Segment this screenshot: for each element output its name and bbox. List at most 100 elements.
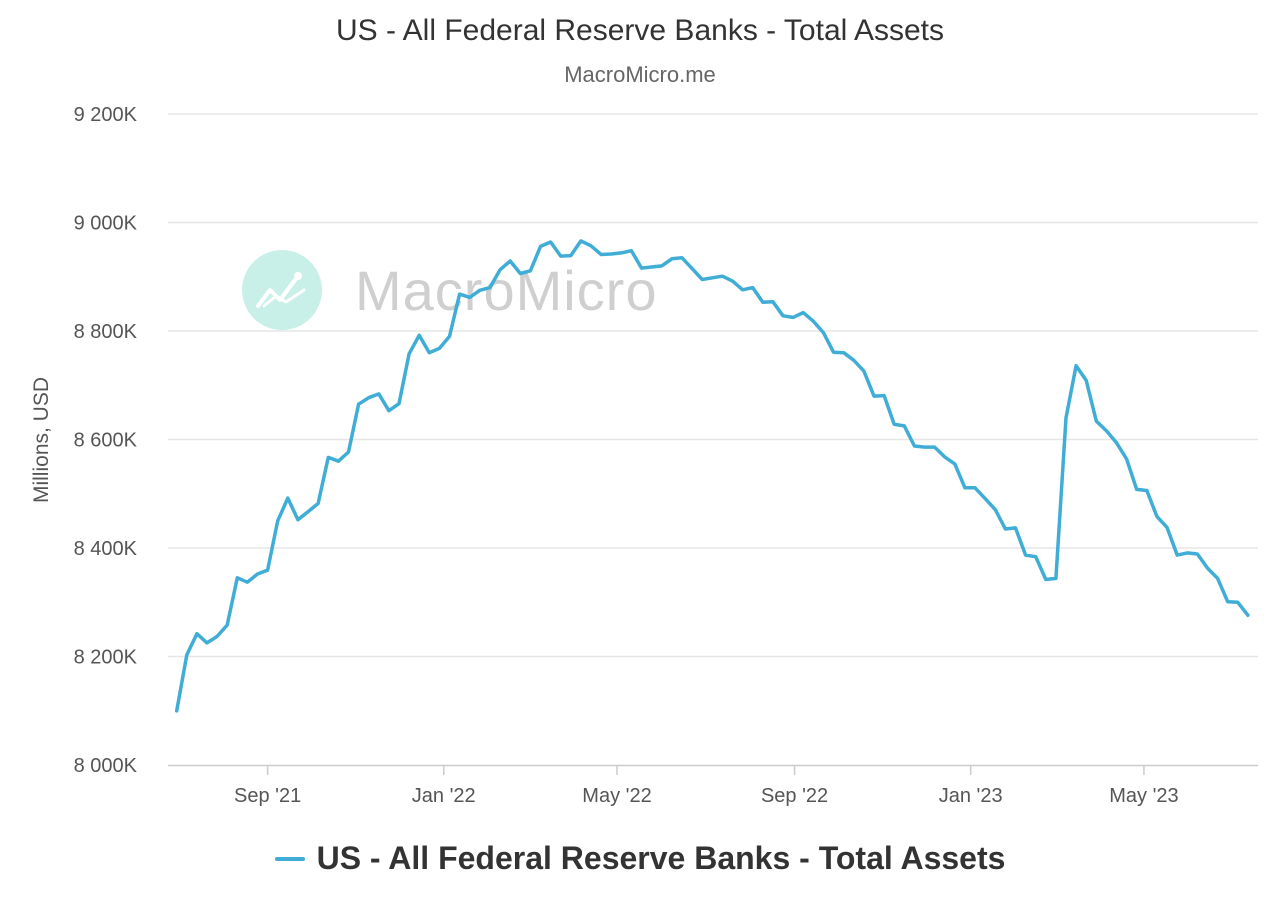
data-point[interactable]: [1132, 484, 1142, 494]
data-point[interactable]: [717, 271, 727, 281]
data-point[interactable]: [1223, 597, 1233, 607]
data-point[interactable]: [849, 355, 859, 365]
data-point[interactable]: [212, 631, 222, 641]
data-point[interactable]: [344, 447, 354, 457]
data-point[interactable]: [909, 441, 919, 451]
data-point[interactable]: [1000, 524, 1010, 534]
data-point[interactable]: [384, 406, 394, 416]
data-point[interactable]: [172, 706, 182, 716]
data-point[interactable]: [920, 442, 930, 452]
data-point[interactable]: [1142, 486, 1152, 496]
data-point[interactable]: [606, 249, 616, 259]
data-point[interactable]: [485, 283, 495, 293]
data-point[interactable]: [323, 452, 333, 462]
data-point[interactable]: [232, 573, 242, 583]
data-point[interactable]: [616, 248, 626, 258]
data-point[interactable]: [1091, 416, 1101, 426]
data-point[interactable]: [788, 312, 798, 322]
data-point[interactable]: [475, 285, 485, 295]
data-point[interactable]: [1112, 438, 1122, 448]
data-point[interactable]: [313, 499, 323, 509]
data-point[interactable]: [829, 347, 839, 357]
data-point[interactable]: [525, 266, 535, 276]
data-point[interactable]: [1182, 548, 1192, 558]
data-point[interactable]: [182, 650, 192, 660]
data-point[interactable]: [576, 236, 586, 246]
data-point[interactable]: [1122, 454, 1132, 464]
data-point[interactable]: [1243, 610, 1253, 620]
data-point[interactable]: [1041, 575, 1051, 585]
data-point[interactable]: [434, 343, 444, 353]
data-point[interactable]: [1233, 597, 1243, 607]
data-point[interactable]: [515, 269, 525, 279]
data-point[interactable]: [657, 261, 667, 271]
data-point[interactable]: [869, 391, 879, 401]
data-point[interactable]: [626, 246, 636, 256]
data-point[interactable]: [879, 391, 889, 401]
data-point[interactable]: [768, 297, 778, 307]
data-point[interactable]: [990, 505, 1000, 515]
data-point[interactable]: [707, 273, 717, 283]
data-point[interactable]: [253, 569, 263, 579]
data-point[interactable]: [404, 349, 414, 359]
data-point[interactable]: [647, 262, 657, 272]
data-point[interactable]: [798, 308, 808, 318]
data-point[interactable]: [950, 459, 960, 469]
data-point[interactable]: [697, 275, 707, 285]
data-point[interactable]: [303, 507, 313, 517]
data-point[interactable]: [364, 393, 374, 403]
data-point[interactable]: [960, 483, 970, 493]
data-point[interactable]: [465, 292, 475, 302]
series-line[interactable]: [174, 239, 1250, 713]
legend[interactable]: US - All Federal Reserve Banks - Total A…: [0, 840, 1280, 877]
data-point[interactable]: [546, 237, 556, 247]
data-point[interactable]: [424, 348, 434, 358]
data-point[interactable]: [445, 331, 455, 341]
data-point[interactable]: [930, 442, 940, 452]
data-point[interactable]: [283, 493, 293, 503]
data-point[interactable]: [970, 483, 980, 493]
data-point[interactable]: [728, 276, 738, 286]
data-point[interactable]: [202, 638, 212, 648]
data-point[interactable]: [859, 366, 869, 376]
data-point[interactable]: [889, 419, 899, 429]
data-point[interactable]: [293, 515, 303, 525]
data-point[interactable]: [333, 456, 343, 466]
data-point[interactable]: [980, 494, 990, 504]
data-point[interactable]: [354, 399, 364, 409]
data-point[interactable]: [1061, 413, 1071, 423]
data-point[interactable]: [394, 399, 404, 409]
data-point[interactable]: [1192, 549, 1202, 559]
data-point[interactable]: [495, 265, 505, 275]
data-point[interactable]: [839, 348, 849, 358]
data-point[interactable]: [222, 620, 232, 630]
data-point[interactable]: [192, 629, 202, 639]
data-point[interactable]: [808, 316, 818, 326]
data-point[interactable]: [263, 565, 273, 575]
legend-label[interactable]: US - All Federal Reserve Banks - Total A…: [316, 840, 1006, 876]
data-point[interactable]: [748, 283, 758, 293]
data-point[interactable]: [273, 516, 283, 526]
data-point[interactable]: [505, 256, 515, 266]
data-point[interactable]: [1213, 573, 1223, 583]
data-point[interactable]: [566, 251, 576, 261]
data-point[interactable]: [1031, 552, 1041, 562]
data-point[interactable]: [242, 577, 252, 587]
data-point[interactable]: [1021, 550, 1031, 560]
data-point[interactable]: [758, 297, 768, 307]
data-point[interactable]: [455, 289, 465, 299]
data-point[interactable]: [1081, 375, 1091, 385]
data-point[interactable]: [1051, 573, 1061, 583]
data-point[interactable]: [374, 389, 384, 399]
data-point[interactable]: [1152, 512, 1162, 522]
data-point[interactable]: [1203, 563, 1213, 573]
data-point[interactable]: [677, 253, 687, 263]
data-point[interactable]: [637, 263, 647, 273]
data-point[interactable]: [778, 311, 788, 321]
data-point[interactable]: [667, 254, 677, 264]
data-point[interactable]: [818, 328, 828, 338]
data-point[interactable]: [1071, 361, 1081, 371]
data-point[interactable]: [738, 285, 748, 295]
data-point[interactable]: [1162, 522, 1172, 532]
data-point[interactable]: [899, 421, 909, 431]
